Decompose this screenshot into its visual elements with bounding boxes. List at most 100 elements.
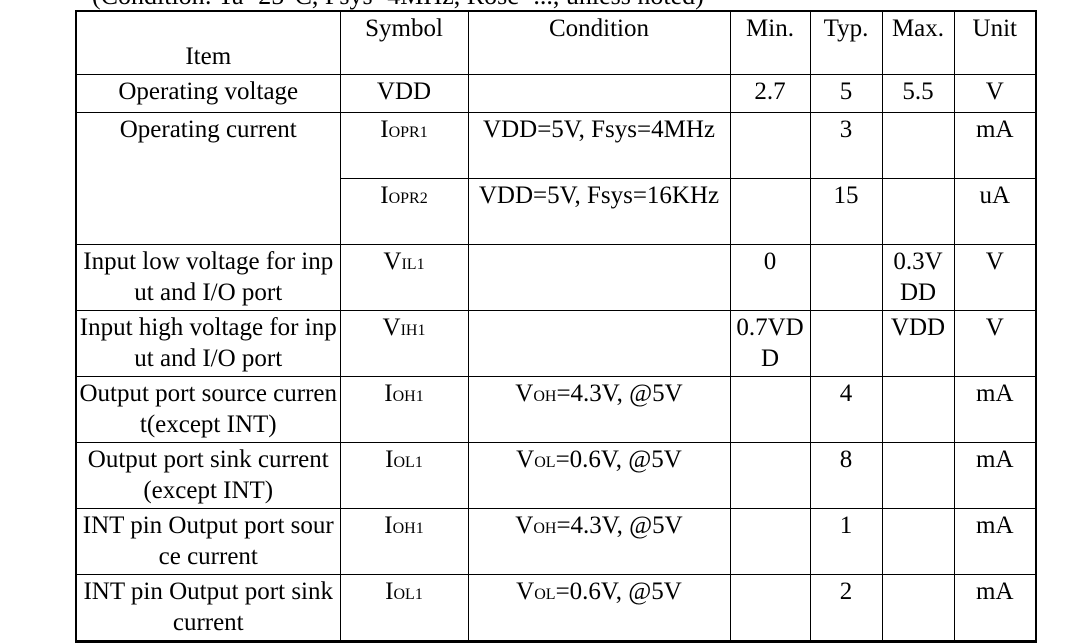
min-cell [729, 376, 811, 443]
condition-subscript: OL [534, 586, 556, 603]
condition-main: V [515, 380, 534, 407]
condition-subscript: OH [533, 388, 557, 405]
typ-cell: 4 [809, 376, 883, 443]
item-cell: Output port sink current(except INT) [75, 442, 341, 509]
min-cell [729, 574, 811, 642]
item-cell: INT pin Output port source current [75, 508, 341, 575]
condition-text: VDD=5V, Fsys=4MHz [483, 116, 715, 143]
max-cell: VDD [881, 310, 955, 377]
condition-cell: VDD=5V, Fsys=16KHz [467, 178, 731, 245]
item-cell: Input high voltage for input and I/O por… [75, 310, 341, 377]
symbol-main: I [380, 182, 389, 209]
symbol-cell: IOL1 [339, 442, 469, 509]
symbol-main: I [380, 116, 389, 143]
symbol-subscript: IH1 [400, 322, 426, 339]
symbol-cell: IOL1 [339, 574, 469, 642]
max-cell [881, 376, 955, 443]
unit-cell: V [953, 310, 1037, 377]
typ-cell: 3 [809, 112, 883, 179]
table-row: Input high voltage for input and I/O por… [75, 310, 1037, 377]
condition-subscript: OL [534, 454, 556, 471]
condition-text: =0.6V, @5V [555, 446, 682, 473]
unit-cell: mA [953, 574, 1037, 642]
condition-cell [467, 244, 731, 311]
symbol-cell: VDD [339, 74, 469, 113]
item-cell: INT pin Output port sink current [75, 574, 341, 642]
symbol-main: V [382, 314, 401, 341]
symbol-cell: IOPR1 [339, 112, 469, 179]
table-row: Input low voltage for input and I/O port… [75, 244, 1037, 311]
symbol-cell: VIH1 [339, 310, 469, 377]
unit-cell: mA [953, 112, 1037, 179]
item-cell: Operating current [75, 112, 341, 245]
header-symbol: Symbol [339, 10, 469, 75]
table-row: Operating current IOPR1 VDD=5V, Fsys=4MH… [75, 112, 1037, 245]
table-row: Operating voltage VDD 2.7 5 5.5 V [75, 74, 1037, 113]
condition-main: V [515, 512, 534, 539]
max-cell: 5.5 [881, 74, 955, 113]
condition-cell: VOH=4.3V, @5V [467, 508, 731, 575]
header-min: Min. [729, 10, 811, 75]
min-cell: 0.7VDD [729, 310, 811, 377]
condition-cell: VOL=0.6V, @5V [467, 442, 731, 509]
unit-cell: mA [953, 508, 1037, 575]
item-cell: Output port source current(except INT) [75, 376, 341, 443]
symbol-subscript: OH1 [392, 388, 424, 405]
typ-cell: 8 [809, 442, 883, 509]
table-row: Output port sink current(except INT) IOL… [75, 442, 1037, 509]
symbol-cell: IOH1 [339, 376, 469, 443]
unit-cell: V [953, 244, 1037, 311]
max-cell [881, 574, 955, 642]
unit-cell: mA [953, 442, 1037, 509]
header-max: Max. [881, 10, 955, 75]
symbol-main: I [384, 512, 393, 539]
table-row: IOPR2 VDD=5V, Fsys=16KHz 15 uA [76, 178, 1037, 245]
header-unit: Unit [953, 10, 1037, 75]
symbol-subscript: IL1 [401, 256, 425, 273]
table-row: INT pin Output port source current IOH1 … [75, 508, 1037, 575]
symbol-cell: IOPR2 [339, 178, 469, 245]
min-cell [729, 178, 811, 245]
condition-cell: VDD=5V, Fsys=4MHz [467, 112, 731, 179]
symbol-main: I [385, 446, 394, 473]
max-cell: 0.3VDD [881, 244, 955, 311]
max-cell [881, 178, 955, 245]
condition-main: V [516, 578, 535, 605]
min-cell [729, 508, 811, 575]
condition-main: V [516, 446, 535, 473]
header-item: Item [75, 10, 341, 75]
typ-cell: 5 [809, 74, 883, 113]
header-typ: Typ. [809, 10, 883, 75]
condition-text: =4.3V, @5V [556, 380, 683, 407]
unit-cell: V [953, 74, 1037, 113]
condition-text: =4.3V, @5V [556, 512, 683, 539]
symbol-main: V [383, 248, 402, 275]
item-cell: Operating voltage [75, 74, 341, 113]
typ-cell: 2 [809, 574, 883, 642]
electrical-characteristics-table: Item Symbol Condition Min. Typ. Max. Uni… [75, 10, 1037, 643]
symbol-subscript: OL1 [393, 454, 423, 471]
min-cell [729, 112, 811, 179]
item-cell: Input low voltage for input and I/O port [75, 244, 341, 311]
unit-cell: mA [953, 376, 1037, 443]
symbol-main: VDD [376, 78, 432, 105]
symbol-subscript: OPR1 [388, 124, 428, 141]
condition-cell: VOL=0.6V, @5V [467, 574, 731, 642]
min-cell: 2.7 [729, 74, 811, 113]
typ-cell [809, 244, 883, 311]
symbol-subscript: OL1 [393, 586, 423, 603]
condition-cell [467, 310, 731, 377]
min-cell [729, 442, 811, 509]
condition-text: =0.6V, @5V [555, 578, 682, 605]
condition-subscript: OH [533, 520, 557, 537]
symbol-subscript: OPR2 [388, 190, 428, 207]
unit-cell: uA [953, 178, 1037, 245]
table-row: INT pin Output port sink current IOL1 VO… [75, 574, 1037, 642]
max-cell [881, 442, 955, 509]
condition-cell [467, 74, 731, 113]
table-row: Output port source current(except INT) I… [75, 376, 1037, 443]
min-cell: 0 [729, 244, 811, 311]
symbol-subscript: OH1 [392, 520, 424, 537]
max-cell [881, 112, 955, 179]
condition-cell: VOH=4.3V, @5V [467, 376, 731, 443]
